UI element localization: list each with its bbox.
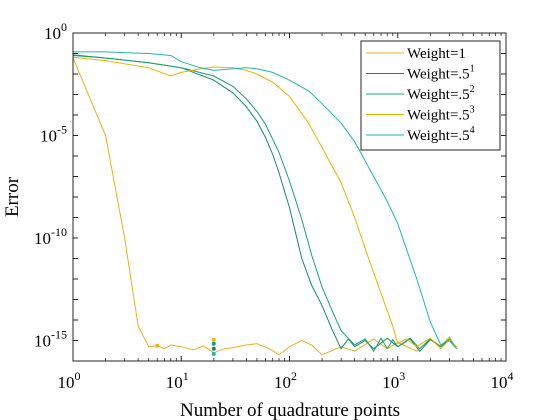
- legend-item-2: Weight=.51: [366, 64, 475, 83]
- y-tick-label-neg15: 10-15: [34, 328, 67, 351]
- series-line-5: [73, 51, 458, 349]
- series-line-4: [73, 56, 457, 350]
- x-tick-label-0: 100: [58, 369, 81, 392]
- x-tick-label-4: 104: [491, 369, 514, 392]
- legend-label: Weight=.53: [407, 105, 475, 124]
- series-line-2: [73, 54, 458, 352]
- y-axis: 100 10-5 10-10 10-15: [34, 20, 506, 362]
- data-marker-3: [211, 341, 216, 346]
- legend-item-3: Weight=.52: [366, 84, 475, 103]
- data-marker-2: [211, 337, 216, 342]
- x-tick-label-2: 102: [274, 369, 297, 392]
- x-tick-label-1: 101: [166, 369, 189, 392]
- y-tick-label-neg5: 10-5: [40, 123, 67, 146]
- legend-label: Weight=1: [407, 46, 466, 62]
- legend-label: Weight=.51: [407, 64, 475, 83]
- y-tick-label-0: 100: [44, 20, 67, 43]
- legend-label: Weight=.54: [407, 125, 475, 144]
- series-line-3: [73, 55, 457, 353]
- data-marker-4: [211, 346, 216, 351]
- y-axis-label: Error: [2, 176, 23, 217]
- legend-item-1: Weight=1: [366, 46, 466, 62]
- data-marker-1: [155, 343, 160, 348]
- x-axis: 100 101 102 103 104: [58, 33, 514, 392]
- legend-box: [360, 40, 501, 151]
- y-tick-label-neg10: 10-10: [34, 225, 67, 248]
- marker-layer: [155, 337, 216, 356]
- legend-item-5: Weight=.54: [366, 125, 475, 144]
- legend-label: Weight=.52: [407, 84, 475, 103]
- x-tick-label-3: 103: [382, 369, 405, 392]
- data-marker-5: [211, 352, 216, 356]
- x-axis-label: Number of quadrature points: [180, 400, 400, 420]
- legend-item-4: Weight=.53: [366, 105, 475, 124]
